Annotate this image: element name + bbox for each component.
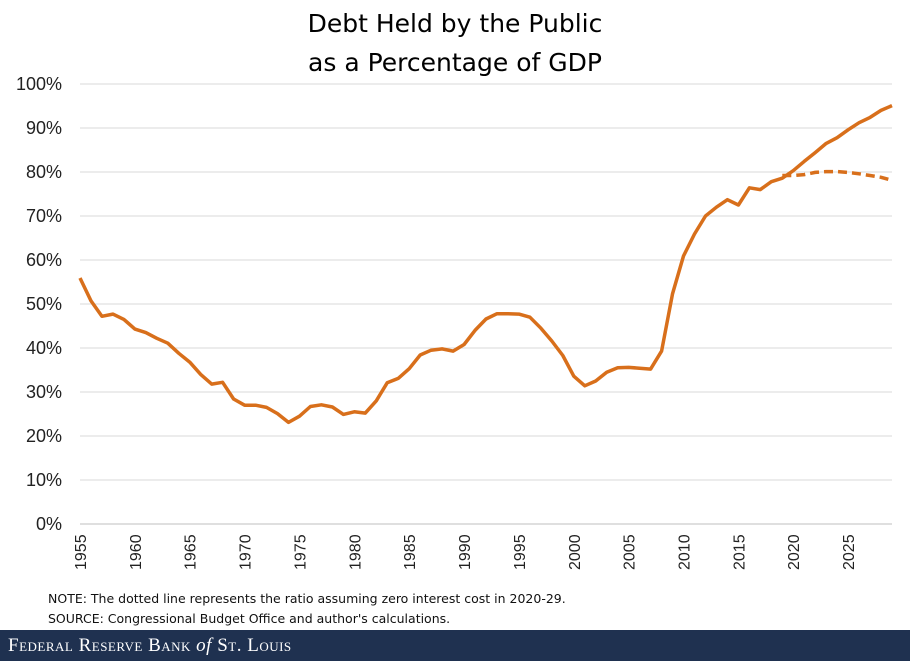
x-tick-label: 1960 bbox=[128, 534, 145, 570]
y-tick-label: 40% bbox=[26, 338, 62, 358]
y-tick-label: 30% bbox=[26, 382, 62, 402]
y-tick-label: 70% bbox=[26, 206, 62, 226]
x-tick-label: 1975 bbox=[292, 534, 309, 570]
footer-bar: Federal Reserve Bank of St. Louis bbox=[0, 630, 910, 661]
y-tick-label: 20% bbox=[26, 426, 62, 446]
y-tick-label: 50% bbox=[26, 294, 62, 314]
chart-note: NOTE: The dotted line represents the rat… bbox=[48, 591, 566, 606]
y-tick-label: 80% bbox=[26, 162, 62, 182]
x-tick-label: 1990 bbox=[457, 534, 474, 570]
footer-brand-logo: Federal Reserve Bank of St. Louis bbox=[8, 635, 292, 657]
y-axis-ticks: 0% 10% 20% 30% 40% 50% 60% 70% 80% 90% 100% bbox=[16, 74, 62, 534]
footer-brand-prefix: Federal Reserve Bank bbox=[8, 635, 191, 656]
x-tick-label: 1965 bbox=[183, 534, 200, 570]
x-tick-label: 1980 bbox=[347, 534, 364, 570]
debt-chart: Debt Held by the Public as a Percentage … bbox=[16, 9, 893, 626]
x-tick-label: 2005 bbox=[622, 534, 639, 570]
y-tick-label: 100% bbox=[16, 74, 62, 94]
series-line-zero-interest bbox=[782, 169, 893, 183]
x-tick-label: 2000 bbox=[567, 534, 584, 570]
y-tick-label: 60% bbox=[26, 250, 62, 270]
x-tick-label: 2015 bbox=[731, 534, 748, 570]
footer-brand-of: of bbox=[196, 635, 212, 656]
footer-brand-suffix: St. Louis bbox=[217, 635, 292, 656]
series-lines bbox=[78, 103, 893, 425]
y-tick-label: 0% bbox=[36, 514, 62, 534]
gridlines bbox=[80, 83, 892, 525]
chart-title-line-2: as a Percentage of GDP bbox=[308, 48, 602, 77]
x-axis-ticks: 1955 1960 1965 1970 1975 1980 1985 1990 1995 2000… bbox=[73, 534, 858, 570]
y-tick-label: 10% bbox=[26, 470, 62, 490]
y-tick-label: 90% bbox=[26, 118, 62, 138]
x-tick-label: 1970 bbox=[238, 534, 255, 570]
chart-source: SOURCE: Congressional Budget Office and … bbox=[48, 611, 450, 626]
x-tick-label: 2010 bbox=[677, 534, 694, 570]
x-tick-label: 2020 bbox=[786, 534, 803, 570]
x-tick-label: 1955 bbox=[73, 534, 90, 570]
x-tick-label: 1995 bbox=[512, 534, 529, 570]
chart-title-line-1: Debt Held by the Public bbox=[308, 9, 603, 38]
x-tick-label: 1985 bbox=[402, 534, 419, 570]
series-line-debt-to-gdp bbox=[78, 103, 893, 425]
x-tick-label: 2025 bbox=[841, 534, 858, 570]
